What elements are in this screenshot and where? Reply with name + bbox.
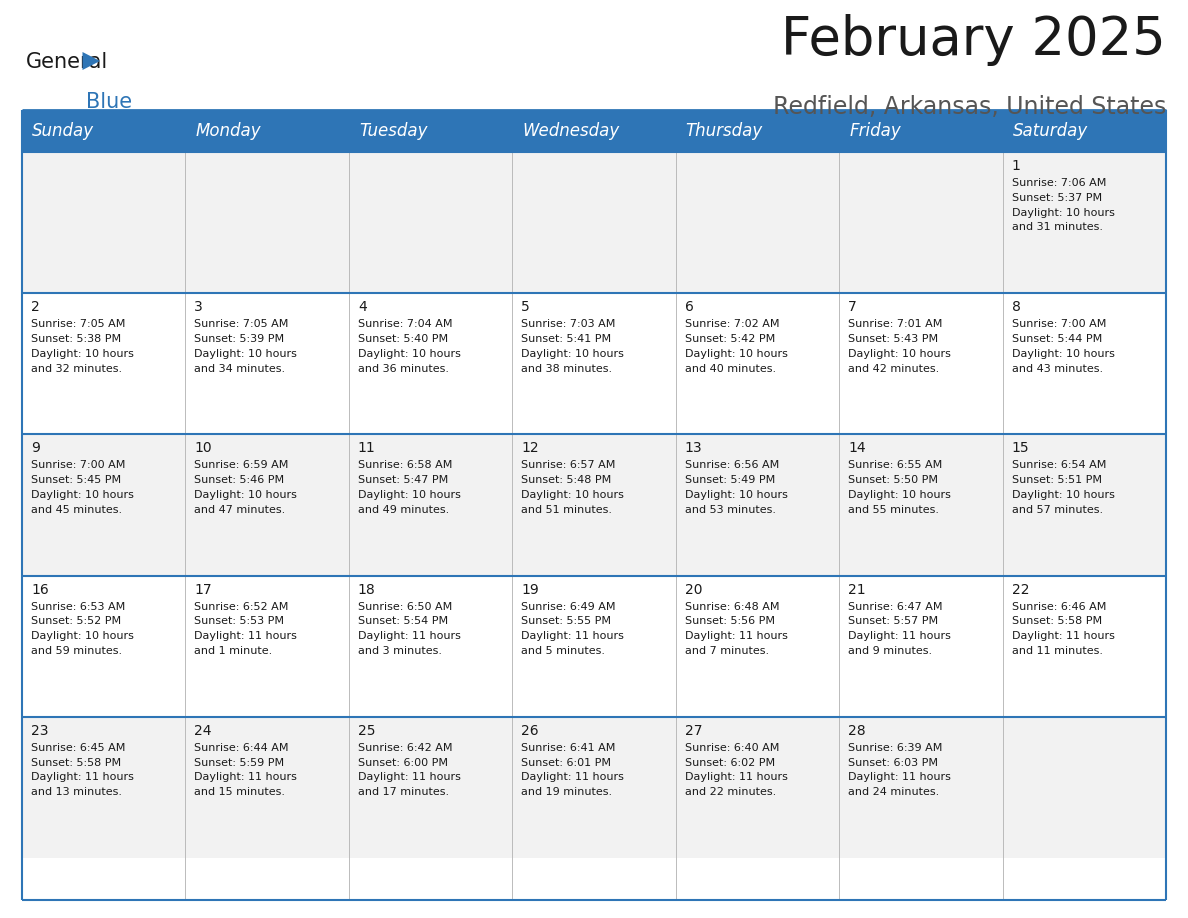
Text: 19: 19 xyxy=(522,583,539,597)
Text: Sunrise: 7:01 AM
Sunset: 5:43 PM
Daylight: 10 hours
and 42 minutes.: Sunrise: 7:01 AM Sunset: 5:43 PM Dayligh… xyxy=(848,319,952,374)
Text: Sunrise: 7:06 AM
Sunset: 5:37 PM
Daylight: 10 hours
and 31 minutes.: Sunrise: 7:06 AM Sunset: 5:37 PM Dayligh… xyxy=(1011,178,1114,232)
Bar xyxy=(839,110,1003,152)
Text: Wednesday: Wednesday xyxy=(523,122,619,140)
Text: Thursday: Thursday xyxy=(685,122,763,140)
Text: Sunrise: 7:05 AM
Sunset: 5:38 PM
Daylight: 10 hours
and 32 minutes.: Sunrise: 7:05 AM Sunset: 5:38 PM Dayligh… xyxy=(31,319,134,374)
Text: Sunrise: 6:50 AM
Sunset: 5:54 PM
Daylight: 11 hours
and 3 minutes.: Sunrise: 6:50 AM Sunset: 5:54 PM Dayligh… xyxy=(358,601,461,656)
Text: 21: 21 xyxy=(848,583,866,597)
Text: 23: 23 xyxy=(31,723,49,738)
Text: 1: 1 xyxy=(1011,159,1020,173)
Bar xyxy=(23,576,1165,717)
Bar xyxy=(185,110,349,152)
Text: General: General xyxy=(26,52,108,72)
Text: 10: 10 xyxy=(195,442,211,455)
Text: Sunrise: 6:55 AM
Sunset: 5:50 PM
Daylight: 10 hours
and 55 minutes.: Sunrise: 6:55 AM Sunset: 5:50 PM Dayligh… xyxy=(848,461,952,515)
Text: Sunrise: 7:02 AM
Sunset: 5:42 PM
Daylight: 10 hours
and 40 minutes.: Sunrise: 7:02 AM Sunset: 5:42 PM Dayligh… xyxy=(684,319,788,374)
Text: Sunrise: 6:54 AM
Sunset: 5:51 PM
Daylight: 10 hours
and 57 minutes.: Sunrise: 6:54 AM Sunset: 5:51 PM Dayligh… xyxy=(1011,461,1114,515)
Text: Sunrise: 6:49 AM
Sunset: 5:55 PM
Daylight: 11 hours
and 5 minutes.: Sunrise: 6:49 AM Sunset: 5:55 PM Dayligh… xyxy=(522,601,624,656)
Text: 14: 14 xyxy=(848,442,866,455)
Text: Sunrise: 6:57 AM
Sunset: 5:48 PM
Daylight: 10 hours
and 51 minutes.: Sunrise: 6:57 AM Sunset: 5:48 PM Dayligh… xyxy=(522,461,624,515)
Text: 15: 15 xyxy=(1011,442,1029,455)
Text: Sunday: Sunday xyxy=(32,122,94,140)
Text: 12: 12 xyxy=(522,442,539,455)
Bar xyxy=(23,717,1165,858)
Text: 18: 18 xyxy=(358,583,375,597)
Bar xyxy=(512,110,676,152)
Text: 24: 24 xyxy=(195,723,211,738)
Text: Sunrise: 7:03 AM
Sunset: 5:41 PM
Daylight: 10 hours
and 38 minutes.: Sunrise: 7:03 AM Sunset: 5:41 PM Dayligh… xyxy=(522,319,624,374)
Text: 7: 7 xyxy=(848,300,857,314)
Text: Sunrise: 6:48 AM
Sunset: 5:56 PM
Daylight: 11 hours
and 7 minutes.: Sunrise: 6:48 AM Sunset: 5:56 PM Dayligh… xyxy=(684,601,788,656)
Bar xyxy=(1003,110,1165,152)
Bar xyxy=(23,152,1165,293)
Text: Sunrise: 7:00 AM
Sunset: 5:44 PM
Daylight: 10 hours
and 43 minutes.: Sunrise: 7:00 AM Sunset: 5:44 PM Dayligh… xyxy=(1011,319,1114,374)
Text: 3: 3 xyxy=(195,300,203,314)
Text: Sunrise: 6:45 AM
Sunset: 5:58 PM
Daylight: 11 hours
and 13 minutes.: Sunrise: 6:45 AM Sunset: 5:58 PM Dayligh… xyxy=(31,743,134,797)
Text: Sunrise: 6:59 AM
Sunset: 5:46 PM
Daylight: 10 hours
and 47 minutes.: Sunrise: 6:59 AM Sunset: 5:46 PM Dayligh… xyxy=(195,461,297,515)
Text: Sunrise: 6:56 AM
Sunset: 5:49 PM
Daylight: 10 hours
and 53 minutes.: Sunrise: 6:56 AM Sunset: 5:49 PM Dayligh… xyxy=(684,461,788,515)
Text: 17: 17 xyxy=(195,583,211,597)
Text: Saturday: Saturday xyxy=(1012,122,1088,140)
Text: 8: 8 xyxy=(1011,300,1020,314)
Text: Redfield, Arkansas, United States: Redfield, Arkansas, United States xyxy=(772,95,1165,119)
Text: 13: 13 xyxy=(684,442,702,455)
Text: 5: 5 xyxy=(522,300,530,314)
Text: 26: 26 xyxy=(522,723,539,738)
Text: 28: 28 xyxy=(848,723,866,738)
Text: 16: 16 xyxy=(31,583,49,597)
Bar xyxy=(23,293,1165,434)
Text: Sunrise: 6:40 AM
Sunset: 6:02 PM
Daylight: 11 hours
and 22 minutes.: Sunrise: 6:40 AM Sunset: 6:02 PM Dayligh… xyxy=(684,743,788,797)
Text: 22: 22 xyxy=(1011,583,1029,597)
Text: 27: 27 xyxy=(684,723,702,738)
Polygon shape xyxy=(82,52,100,70)
Text: 25: 25 xyxy=(358,723,375,738)
Text: Sunrise: 6:58 AM
Sunset: 5:47 PM
Daylight: 10 hours
and 49 minutes.: Sunrise: 6:58 AM Sunset: 5:47 PM Dayligh… xyxy=(358,461,461,515)
Text: Sunrise: 6:44 AM
Sunset: 5:59 PM
Daylight: 11 hours
and 15 minutes.: Sunrise: 6:44 AM Sunset: 5:59 PM Dayligh… xyxy=(195,743,297,797)
Bar xyxy=(23,110,185,152)
Text: Tuesday: Tuesday xyxy=(359,122,428,140)
Text: Sunrise: 7:05 AM
Sunset: 5:39 PM
Daylight: 10 hours
and 34 minutes.: Sunrise: 7:05 AM Sunset: 5:39 PM Dayligh… xyxy=(195,319,297,374)
Text: Friday: Friday xyxy=(849,122,901,140)
Text: 6: 6 xyxy=(684,300,694,314)
Text: 2: 2 xyxy=(31,300,39,314)
Text: 9: 9 xyxy=(31,442,40,455)
Text: Sunrise: 6:47 AM
Sunset: 5:57 PM
Daylight: 11 hours
and 9 minutes.: Sunrise: 6:47 AM Sunset: 5:57 PM Dayligh… xyxy=(848,601,952,656)
Text: Sunrise: 6:42 AM
Sunset: 6:00 PM
Daylight: 11 hours
and 17 minutes.: Sunrise: 6:42 AM Sunset: 6:00 PM Dayligh… xyxy=(358,743,461,797)
Text: February 2025: February 2025 xyxy=(782,14,1165,66)
Text: Sunrise: 6:52 AM
Sunset: 5:53 PM
Daylight: 11 hours
and 1 minute.: Sunrise: 6:52 AM Sunset: 5:53 PM Dayligh… xyxy=(195,601,297,656)
Bar xyxy=(349,110,512,152)
Bar xyxy=(676,110,839,152)
Text: Monday: Monday xyxy=(196,122,261,140)
Text: Sunrise: 6:39 AM
Sunset: 6:03 PM
Daylight: 11 hours
and 24 minutes.: Sunrise: 6:39 AM Sunset: 6:03 PM Dayligh… xyxy=(848,743,952,797)
Bar xyxy=(23,434,1165,576)
Text: Sunrise: 6:41 AM
Sunset: 6:01 PM
Daylight: 11 hours
and 19 minutes.: Sunrise: 6:41 AM Sunset: 6:01 PM Dayligh… xyxy=(522,743,624,797)
Text: 4: 4 xyxy=(358,300,367,314)
Text: Sunrise: 6:53 AM
Sunset: 5:52 PM
Daylight: 10 hours
and 59 minutes.: Sunrise: 6:53 AM Sunset: 5:52 PM Dayligh… xyxy=(31,601,134,656)
Text: 11: 11 xyxy=(358,442,375,455)
Text: Sunrise: 7:04 AM
Sunset: 5:40 PM
Daylight: 10 hours
and 36 minutes.: Sunrise: 7:04 AM Sunset: 5:40 PM Dayligh… xyxy=(358,319,461,374)
Text: Sunrise: 6:46 AM
Sunset: 5:58 PM
Daylight: 11 hours
and 11 minutes.: Sunrise: 6:46 AM Sunset: 5:58 PM Dayligh… xyxy=(1011,601,1114,656)
Text: 20: 20 xyxy=(684,583,702,597)
Text: Sunrise: 7:00 AM
Sunset: 5:45 PM
Daylight: 10 hours
and 45 minutes.: Sunrise: 7:00 AM Sunset: 5:45 PM Dayligh… xyxy=(31,461,134,515)
Text: Blue: Blue xyxy=(86,92,132,112)
